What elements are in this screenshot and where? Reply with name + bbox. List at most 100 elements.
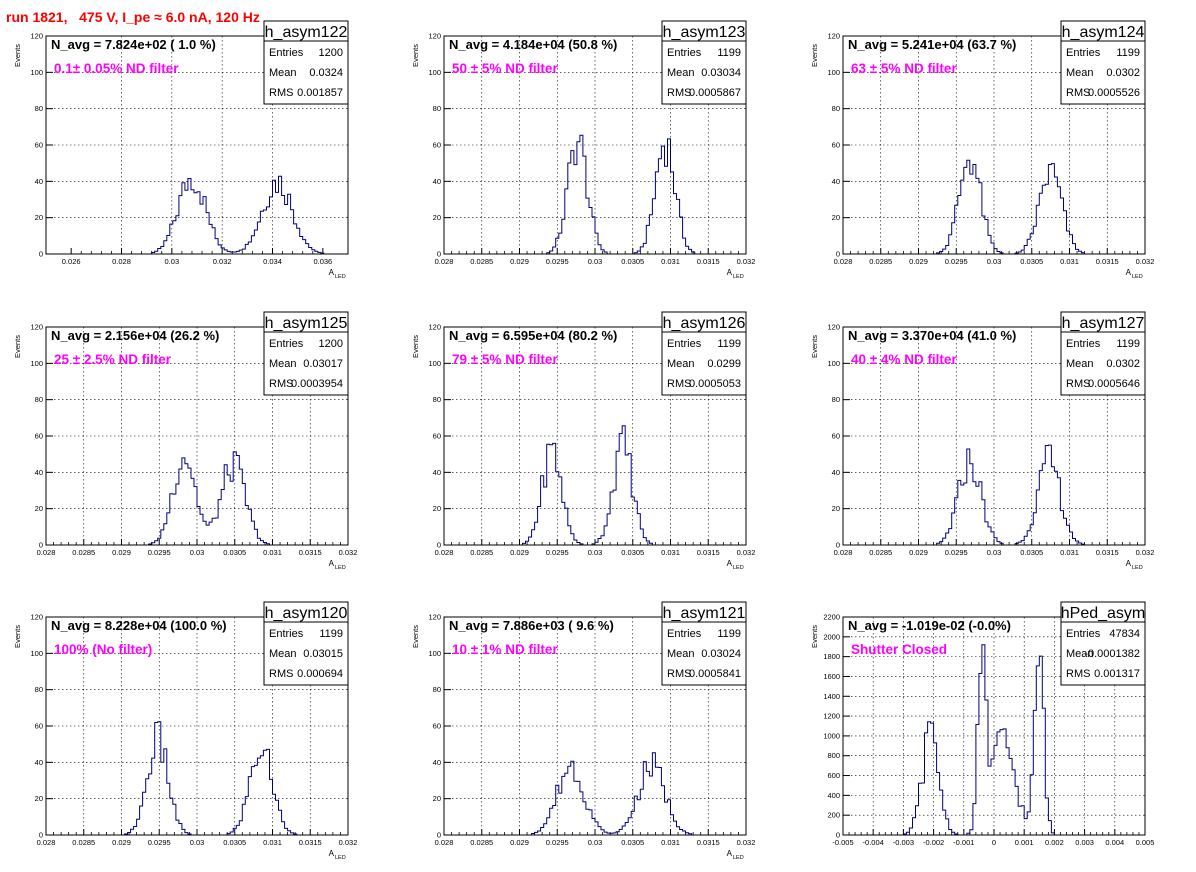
stats-label-rms: RMS bbox=[1066, 378, 1090, 390]
x-tick-label: 0.028 bbox=[37, 548, 56, 557]
histogram-bars bbox=[46, 175, 348, 255]
x-tick-label: 0.03 bbox=[588, 838, 603, 847]
y-tick-label: 40 bbox=[433, 758, 441, 767]
x-tick-label: 0.03 bbox=[190, 548, 205, 557]
y-tick-label: 80 bbox=[832, 104, 840, 113]
x-tick-label: 0.03 bbox=[987, 548, 1002, 557]
stats-value-mean: 0.0299 bbox=[707, 358, 741, 370]
x-tick-label: 0.0295 bbox=[148, 838, 171, 847]
stats-box-frame bbox=[263, 601, 349, 686]
x-axis-label: A bbox=[1126, 559, 1132, 568]
navg-header: N_avg = 7.886e+03 ( 9.6 %) bbox=[449, 618, 614, 633]
y-tick-label: 100 bbox=[30, 359, 43, 368]
y-tick-label: 20 bbox=[832, 504, 840, 513]
stats-value-mean: 0.03034 bbox=[701, 67, 741, 79]
histogram-name: h_asym125 bbox=[265, 315, 348, 332]
stats-value-rms: 0.001317 bbox=[1094, 668, 1140, 680]
x-tick-label: 0.0295 bbox=[945, 548, 968, 557]
stats-label-rms: RMS bbox=[667, 87, 691, 99]
stats-label-entries: Entries bbox=[667, 628, 702, 640]
x-axis-label: A bbox=[1126, 268, 1132, 277]
y-tick-label: 1800 bbox=[823, 652, 840, 661]
filter-annotation: 25 ± 2.5% ND filter bbox=[54, 352, 172, 367]
x-tick-label: 0.0305 bbox=[621, 548, 644, 557]
stats-box-frame bbox=[661, 311, 747, 396]
x-tick-label: 0.003 bbox=[1075, 838, 1094, 847]
x-tick-label: 0.0295 bbox=[546, 257, 569, 266]
stats-label-mean: Mean bbox=[269, 358, 297, 370]
y-tick-label: 400 bbox=[827, 791, 840, 800]
x-tick-label: 0.032 bbox=[339, 838, 358, 847]
x-tick-label: 0.0315 bbox=[697, 257, 720, 266]
histogram-panel-h_asym124: 0.028 0.0285 0.029 0.0295 0.03 0.0305 0.031 0.0… bbox=[810, 20, 1154, 280]
x-tick-label: 0.031 bbox=[1060, 548, 1079, 557]
stats-box-frame bbox=[661, 20, 747, 105]
stats-value-rms: 0.000694 bbox=[297, 668, 343, 680]
y-tick-label: 60 bbox=[433, 432, 441, 441]
x-tick-label: 0.001 bbox=[1015, 838, 1034, 847]
stats-value-rms: 0.0003954 bbox=[291, 378, 343, 390]
y-tick-label: 40 bbox=[832, 177, 840, 186]
histogram-panel-h_asym122: 0.026 0.028 0.03 0.032 0.034 0.036 0 20 40 60 80 10… bbox=[13, 20, 349, 280]
histogram-panel-h_asym120: 0.028 0.0285 0.029 0.0295 0.03 0.0305 0.031 0.0… bbox=[13, 601, 358, 861]
stats-label-mean: Mean bbox=[1066, 648, 1094, 660]
x-tick-label: 0.0285 bbox=[470, 257, 493, 266]
stats-label-rms: RMS bbox=[667, 378, 691, 390]
y-tick-label: 80 bbox=[433, 685, 441, 694]
y-tick-label: 0 bbox=[437, 250, 441, 259]
stats-label-mean: Mean bbox=[667, 358, 695, 370]
x-axis-label-subscript: LED bbox=[335, 565, 346, 571]
y-tick-label: 1600 bbox=[823, 672, 840, 681]
x-axis-label-subscript: LED bbox=[1132, 565, 1143, 571]
y-tick-label: 0 bbox=[836, 831, 840, 840]
stats-value-rms: 0.0005646 bbox=[1088, 378, 1140, 390]
x-tick-label: 0.0285 bbox=[72, 548, 95, 557]
histogram-name: h_asym127 bbox=[1062, 315, 1145, 332]
stats-value-entries: 1200 bbox=[319, 47, 343, 59]
stats-value-mean: -0.0001382 bbox=[1084, 648, 1140, 660]
x-tick-label: 0.03 bbox=[987, 257, 1002, 266]
x-tick-label: 0.0285 bbox=[869, 548, 892, 557]
histogram-name: h_asym120 bbox=[265, 605, 348, 622]
stats-box: h_asym124 Entries 1199 Mean 0.0302 RMS0.00055… bbox=[1060, 20, 1146, 105]
x-axis-label-subscript: LED bbox=[335, 855, 346, 861]
y-axis-label: Events bbox=[13, 625, 22, 648]
histogram-name: h_asym123 bbox=[663, 24, 746, 41]
x-tick-label: 0.0305 bbox=[1020, 257, 1043, 266]
x-tick-label: 0.031 bbox=[263, 548, 282, 557]
y-tick-label: 100 bbox=[428, 649, 441, 658]
x-tick-label: 0.03 bbox=[588, 548, 603, 557]
x-tick-label: 0.002 bbox=[1045, 838, 1064, 847]
y-axis-label: Events bbox=[810, 335, 819, 358]
x-axis-label: A bbox=[727, 559, 733, 568]
stats-box: h_asym127 Entries 1199 Mean 0.0302 RMS0.00056… bbox=[1060, 311, 1146, 396]
x-tick-label: 0.036 bbox=[313, 257, 332, 266]
y-tick-label: 80 bbox=[35, 395, 43, 404]
x-tick-label: 0.028 bbox=[435, 548, 454, 557]
y-tick-label: 20 bbox=[35, 504, 43, 513]
x-axis-label-subscript: LED bbox=[733, 855, 744, 861]
x-axis-label-subscript: LED bbox=[733, 565, 744, 571]
x-tick-label: 0.031 bbox=[661, 257, 680, 266]
stats-box-frame bbox=[1060, 20, 1146, 105]
stats-label-entries: Entries bbox=[269, 47, 304, 59]
y-tick-label: 40 bbox=[832, 468, 840, 477]
stats-value-entries: 1200 bbox=[319, 338, 343, 350]
navg-header: N_avg = 3.370e+04 (41.0 %) bbox=[848, 328, 1016, 343]
y-tick-label: 80 bbox=[832, 395, 840, 404]
y-tick-label: 0 bbox=[437, 831, 441, 840]
y-axis-label: Events bbox=[411, 44, 420, 67]
stats-box-frame bbox=[263, 20, 349, 105]
filter-annotation: 0.1± 0.05% ND filter bbox=[54, 61, 179, 76]
y-axis-label: Events bbox=[810, 625, 819, 648]
y-tick-label: 100 bbox=[827, 68, 840, 77]
histogram-panel-h_asym121: 0.028 0.0285 0.029 0.0295 0.03 0.0305 0.031 0.0… bbox=[411, 601, 755, 861]
stats-value-rms: 0.0005841 bbox=[689, 668, 741, 680]
y-tick-label: 200 bbox=[827, 811, 840, 820]
stats-box: h_asym123 Entries 1199 Mean 0.03034 RMS0.0005… bbox=[661, 20, 747, 105]
stats-label-mean: Mean bbox=[1066, 358, 1094, 370]
stats-box: h_asym122 Entries 1200 Mean 0.0324 RMS 0.00185… bbox=[263, 20, 349, 105]
x-tick-label: 0.029 bbox=[510, 257, 529, 266]
y-tick-label: 40 bbox=[35, 177, 43, 186]
navg-header: N_avg = 4.184e+04 (50.8 %) bbox=[449, 37, 617, 52]
